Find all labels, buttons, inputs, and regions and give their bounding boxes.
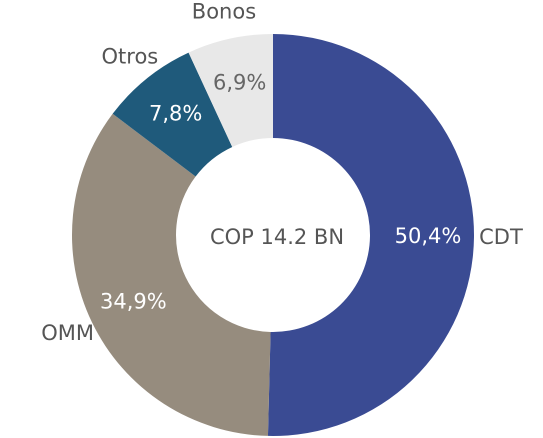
value-label: 6,9% xyxy=(213,71,266,95)
donut-slice xyxy=(112,52,233,177)
donut-slice xyxy=(267,34,475,437)
category-label: Otros xyxy=(102,45,159,69)
value-label: 7,8% xyxy=(149,101,202,125)
category-label: CDT xyxy=(479,225,523,249)
donut-slice xyxy=(72,113,271,436)
category-label: OMM xyxy=(41,321,94,345)
donut-slice xyxy=(188,34,273,147)
center-label: COP 14.2 BN xyxy=(210,225,344,249)
category-label: Bonos xyxy=(192,0,256,23)
value-label: 34,9% xyxy=(100,289,167,313)
value-label: 50,4% xyxy=(395,224,462,248)
